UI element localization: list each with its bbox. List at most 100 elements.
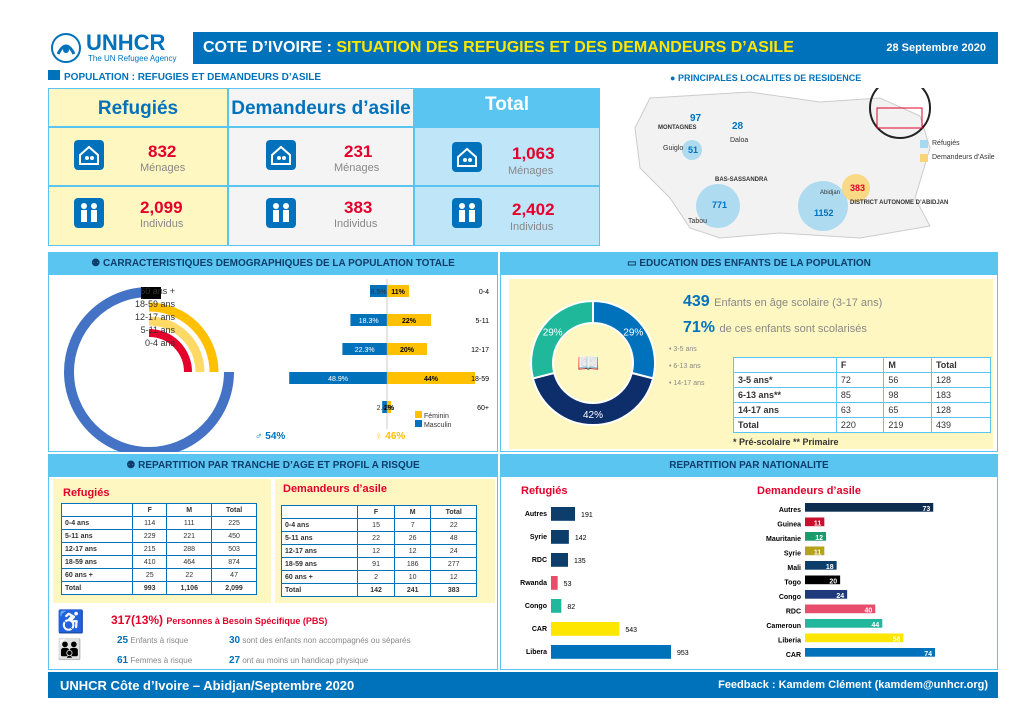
table-cell: 229 xyxy=(132,529,168,543)
ring-label-60: 60 ans + xyxy=(140,286,175,296)
table-cell: 439 xyxy=(930,417,992,433)
date: 28 Septembre 2020 xyxy=(886,42,986,54)
table-cell: 22 xyxy=(357,531,395,545)
cote-divoire-map xyxy=(634,88,931,239)
table-cell: 24 xyxy=(430,544,477,558)
legend-14-17: 14-17 ans xyxy=(673,380,705,387)
table-row: 18-59 ans 91 186 277 xyxy=(280,557,477,571)
table-cell: 47 xyxy=(211,568,257,582)
nat-value-label: 135 xyxy=(574,558,586,565)
localites-title: ● PRINCIPALES LOCALITES DE RESIDENCE xyxy=(670,73,862,83)
pyramid-bar-female xyxy=(387,285,409,297)
education-table: F M Total 3-5 ans* 72 56 128 6-13 ans** 85 98 183 1… xyxy=(733,357,992,433)
table-cell: 1,106 xyxy=(166,581,213,595)
title-part-b: SITUATION DES REFUGIES ET DES DEMANDEURS… xyxy=(336,39,794,56)
table-cell: 10 xyxy=(393,570,432,584)
table-cell: M xyxy=(393,505,432,519)
page-title: COTE D’IVOIRE : SITUATION DES REFUGIES E… xyxy=(203,39,794,57)
pyramid-age-label: 18-59 xyxy=(471,376,489,383)
nat-category-label: Autres xyxy=(779,507,801,514)
male-pct: ♂ 54% xyxy=(255,431,286,442)
table-cell: 183 xyxy=(930,387,992,403)
pbs-value: 317 xyxy=(111,613,132,627)
refugies-menages-value: 832 xyxy=(148,142,177,161)
donut-label: 29% xyxy=(543,328,563,339)
table-cell: 91 xyxy=(357,557,395,571)
nat-da-title: Demandeurs d’asile xyxy=(757,485,861,497)
map-region-montagnes: MONTAGNES xyxy=(658,125,697,131)
footer-feedback: Feedback : Kamdem Clément (kamdem@unhcr.… xyxy=(718,679,988,691)
pyramid-bar-male xyxy=(350,314,387,326)
nationalite-title: REPARTITION PAR NATIONALITE xyxy=(501,455,997,477)
table-cell: 72 xyxy=(835,372,885,388)
pbs-enfants-label: Enfants à risque xyxy=(130,636,189,645)
risque-ref-table: F M Total 0-4 ans 114 111 225 5-11 ans 229 221 450… xyxy=(60,503,257,595)
nat-value-label: 12 xyxy=(815,535,823,542)
pyramid-age-label: 12-17 xyxy=(471,347,489,354)
refugies-heading: Refugiés xyxy=(97,98,179,119)
table-row: 3-5 ans* 72 56 128 xyxy=(733,372,992,388)
nat-bar xyxy=(805,619,883,628)
table-cell: Total xyxy=(60,581,134,595)
nat-value-label: 11 xyxy=(814,521,822,528)
table-row: 14-17 ans 63 65 128 xyxy=(733,402,992,418)
table-cell: 60 ans + xyxy=(280,570,359,584)
table-cell: 18-59 ans xyxy=(280,557,359,571)
pyramid-label-male: 22.3% xyxy=(355,347,375,354)
pbs-handicap-label: ont au moins un handicap physique xyxy=(242,656,369,665)
nat-bar xyxy=(551,645,671,659)
pbs-femmes-label: Femmes à risque xyxy=(130,656,193,665)
legend-6-13: 6-13 ans xyxy=(673,363,701,370)
map-region-bas-sassandra: BAS-SASSANDRA xyxy=(715,177,768,183)
table-cell: 12 xyxy=(357,544,395,558)
table-cell: 12-17 ans xyxy=(60,542,134,556)
table-cell: 12 xyxy=(393,544,432,558)
nat-bar xyxy=(551,553,568,567)
table-cell: M xyxy=(166,503,213,517)
nat-value-label: 53 xyxy=(564,581,572,588)
demo-panel: ⚉ CARRACTERISTIQUES DEMOGRAPHIQUES DE LA… xyxy=(48,252,498,452)
pyramid-label-female: 44% xyxy=(424,376,439,383)
map-place-tabou: Tabou xyxy=(688,218,708,225)
table-cell: 48 xyxy=(430,531,477,545)
demandeurs-individus-value: 383 xyxy=(344,198,373,217)
family-icon xyxy=(452,198,482,228)
table-cell: 22 xyxy=(430,518,477,532)
male-pct-text: 54% xyxy=(265,431,286,442)
nat-category-label: Syrie xyxy=(530,534,547,541)
table-cell: F xyxy=(835,357,885,373)
map-place-abidjan: Abidjan xyxy=(820,190,841,196)
table-cell xyxy=(733,357,837,373)
table-row: 5-11 ans 22 26 48 xyxy=(280,531,477,545)
population-title-text: POPULATION : REFUGIES ET DEMANDEURS D’AS… xyxy=(64,72,322,83)
nat-value-label: 44 xyxy=(872,622,880,629)
map-place-daloa: Daloa xyxy=(730,137,749,144)
edu-pct-value: 71% xyxy=(683,319,716,336)
age-ring-chart xyxy=(64,287,234,452)
edu-count-value: 439 xyxy=(683,293,710,310)
pbs-nonacc-label: sont des enfants non accompagnés ou sépa… xyxy=(242,636,411,645)
pop-header-row xyxy=(48,88,600,128)
table-cell: 3-5 ans* xyxy=(733,372,837,388)
pyramid-age-label: 0-4 xyxy=(479,289,489,296)
nat-ref-chart: Autres 191 Syrie 142 RDC 135 Rwanda 53 Congo 82 CA… xyxy=(520,507,689,659)
pyramid-bar-male xyxy=(370,285,387,297)
nat-category-label: Autres xyxy=(525,511,547,518)
table-cell: 221 xyxy=(166,529,213,543)
table-row: 0-4 ans 15 7 22 xyxy=(280,518,477,532)
table-cell: 26 xyxy=(393,531,432,545)
family-risk-icon: 👪 xyxy=(57,639,82,661)
pyramid-bar-male xyxy=(342,343,387,355)
table-row: 5-11 ans 229 221 450 xyxy=(60,529,257,543)
table-cell xyxy=(60,503,134,517)
footer: UNHCR Côte d’Ivoire – Abidjan/Septembre … xyxy=(48,672,998,698)
footer-left: UNHCR Côte d’Ivoire – Abidjan/Septembre … xyxy=(60,678,355,693)
table-cell: 220 xyxy=(835,417,885,433)
household-icon xyxy=(74,140,104,170)
table-cell: 215 xyxy=(132,542,168,556)
legend-3-5: 3-5 ans xyxy=(673,346,697,353)
nat-value-label: 73 xyxy=(922,506,930,513)
table-cell: 111 xyxy=(166,516,213,530)
demandeurs-heading: Demandeurs d’asile xyxy=(231,98,411,119)
nat-value-label: 11 xyxy=(814,550,822,557)
